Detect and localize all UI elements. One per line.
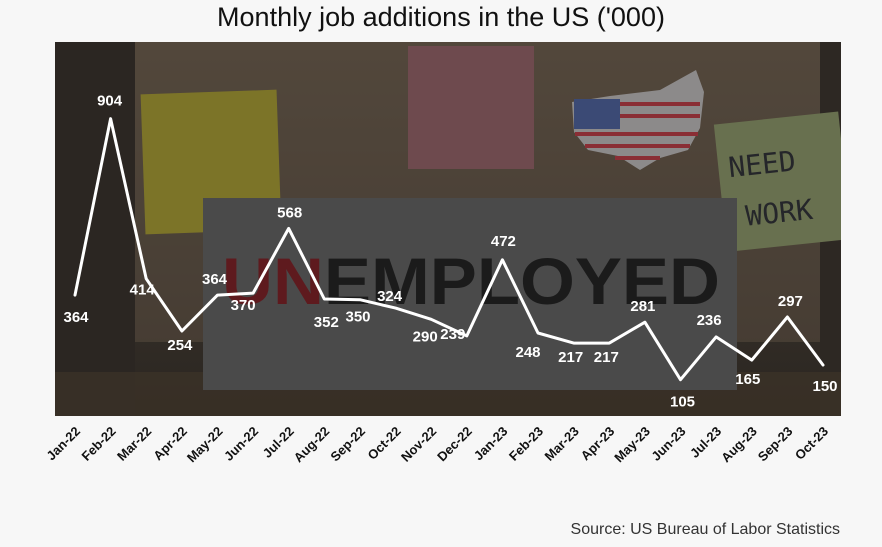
x-tick-label: Aug-22 bbox=[291, 424, 333, 466]
x-tick-label: Sep-23 bbox=[755, 424, 796, 465]
data-label: 904 bbox=[97, 93, 123, 110]
background-photo: NEED WORK UN EMPLOYED bbox=[55, 42, 841, 416]
sign-dark-text: EMPLOYED bbox=[324, 244, 720, 318]
data-label: 364 bbox=[63, 309, 89, 326]
x-tick-label: Feb-22 bbox=[78, 424, 118, 464]
note-need-text: NEED bbox=[727, 144, 798, 184]
x-tick-label: May-23 bbox=[611, 424, 653, 466]
x-tick-label: Jun-23 bbox=[648, 424, 688, 464]
data-label: 568 bbox=[277, 204, 302, 221]
x-tick-label: Feb-23 bbox=[506, 424, 546, 464]
data-label: 472 bbox=[491, 233, 516, 250]
data-label: 217 bbox=[558, 349, 583, 366]
data-label: 254 bbox=[167, 337, 193, 354]
data-label: 350 bbox=[345, 309, 370, 326]
data-label: 414 bbox=[130, 282, 156, 299]
chart-title: Monthly job additions in the US ('000) bbox=[217, 2, 665, 32]
data-label: 352 bbox=[314, 314, 339, 331]
data-label: 150 bbox=[812, 378, 837, 395]
data-label: 364 bbox=[202, 271, 228, 288]
x-tick-label: Jan-23 bbox=[471, 424, 511, 464]
x-tick-label: May-22 bbox=[184, 424, 226, 466]
x-tick-label: Apr-22 bbox=[150, 424, 190, 464]
x-tick-label: Jan-22 bbox=[43, 424, 83, 464]
x-tick-label: Mar-23 bbox=[542, 424, 582, 464]
x-tick-label: Apr-23 bbox=[578, 424, 618, 464]
note-work-text: WORK bbox=[744, 193, 815, 233]
data-label: 297 bbox=[778, 293, 803, 310]
unemployed-sign: UN EMPLOYED bbox=[203, 198, 737, 390]
data-label: 290 bbox=[413, 328, 438, 345]
us-flag-map bbox=[572, 70, 704, 170]
x-tick-label: Sep-22 bbox=[327, 424, 368, 465]
data-label: 324 bbox=[377, 288, 403, 305]
source-note: Source: US Bureau of Labor Statistics bbox=[570, 521, 840, 538]
data-label: 239 bbox=[440, 326, 465, 343]
series-line bbox=[73, 117, 825, 382]
x-tick-label: Oct-23 bbox=[792, 424, 831, 463]
data-label: 281 bbox=[630, 298, 655, 315]
data-label: 105 bbox=[670, 394, 695, 411]
data-label: 248 bbox=[515, 344, 540, 361]
data-label: 370 bbox=[231, 297, 256, 314]
x-tick-label: Oct-22 bbox=[364, 424, 403, 463]
x-tick-label: Aug-23 bbox=[718, 424, 760, 466]
x-tick-label: Jun-22 bbox=[221, 424, 261, 464]
x-tick-label: Mar-22 bbox=[114, 424, 154, 464]
x-tick-label: Dec-22 bbox=[434, 424, 475, 465]
data-label: 217 bbox=[594, 349, 619, 366]
pink-sticky-note bbox=[408, 46, 534, 169]
need-work-note: NEED WORK bbox=[713, 111, 841, 252]
data-label: 165 bbox=[735, 371, 760, 388]
data-label: 236 bbox=[697, 312, 722, 329]
x-tick-label: Nov-22 bbox=[398, 424, 439, 465]
